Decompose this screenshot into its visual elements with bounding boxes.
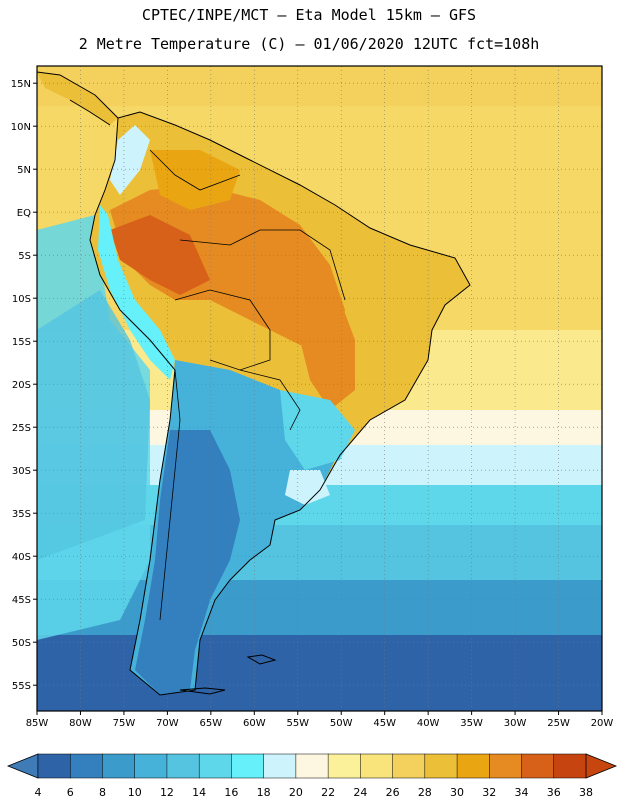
colorbar-label: 38 [579, 786, 593, 799]
lat-label: 10S [12, 294, 31, 305]
chart-title-line1: CPTEC/INPE/MCT – Eta Model 15km – GFS [141, 6, 477, 24]
chart-title-line2: 2 Metre Temperature (C) – 01/06/2020 12U… [78, 35, 540, 53]
colombia-andes-cold [110, 125, 150, 195]
colorbar-label: 32 [482, 786, 496, 799]
colorbar-label: 6 [67, 786, 74, 799]
colorbar-label: 30 [450, 786, 464, 799]
lon-label: 45W [373, 718, 396, 729]
lat-label: 25S [12, 423, 31, 434]
colorbar-swatch [489, 753, 523, 779]
colorbar-label: 18 [257, 786, 271, 799]
colorbar-label: 28 [418, 786, 432, 799]
colorbar-swatch [360, 753, 394, 779]
colorbar-label: 10 [128, 786, 142, 799]
colorbar-swatch [392, 753, 426, 779]
colorbar-label: 16 [224, 786, 238, 799]
colorbar-swatch [424, 753, 458, 779]
colorbar-label: 14 [192, 786, 206, 799]
colorbar-swatch [295, 753, 329, 779]
colorbar-left-arrow [6, 753, 39, 779]
tierra-del-fuego [179, 687, 226, 695]
lon-label: 35W [460, 718, 483, 729]
colorbar-swatch [134, 753, 168, 779]
map-frame [36, 65, 603, 712]
lat-label: 20S [12, 380, 31, 391]
colorbar-swatch [553, 753, 587, 779]
uruguay-cool [285, 470, 330, 505]
colorbar-swatch [456, 753, 490, 779]
colorbar-swatch [37, 753, 71, 779]
latitude-labels: 15N 10N 5N EQ 5S 10S 15S 20S 25S 30S 35S 40S 45S 50S 5… [11, 79, 37, 692]
northern-hot [150, 150, 240, 210]
andes-east-hot [110, 215, 210, 295]
lon-label: 30W [504, 718, 527, 729]
colorbar-label: 8 [99, 786, 106, 799]
ocean-band-32 [37, 66, 602, 106]
border-paraguay [239, 369, 301, 431]
lon-label: 85W [26, 718, 49, 729]
border-colombia-venezuela [149, 149, 241, 191]
colorbar-swatch [327, 753, 361, 779]
lon-label: 80W [69, 718, 92, 729]
colorbar: 4 6 8 10 12 14 16 18 20 22 24 26 28 30 32 34 36 38 [6, 753, 618, 799]
lat-label: 50S [12, 638, 31, 649]
coastlines [37, 71, 471, 696]
falkland-islands [246, 654, 277, 665]
lat-label: 5N [17, 165, 31, 176]
colorbar-label: 12 [160, 786, 174, 799]
coastline-caribbean [69, 99, 111, 126]
lon-label: 60W [243, 718, 266, 729]
brazil-interior-hot [300, 290, 355, 410]
temperature-field [37, 66, 602, 711]
colorbar-swatch [521, 753, 555, 779]
lon-label: 70W [156, 718, 179, 729]
colorbar-swatch [198, 753, 232, 779]
ocean-band-6 [37, 635, 602, 711]
lat-label: 30S [12, 466, 31, 477]
coastline-south-america [89, 111, 471, 696]
colorbar-label: 22 [321, 786, 335, 799]
colorbar-swatch [231, 753, 265, 779]
colorbar-swatch [102, 753, 136, 779]
pacific-cool-core [37, 290, 150, 560]
lon-label: 40W [417, 718, 440, 729]
border-argentina-chile [159, 369, 181, 621]
lat-label: 40S [12, 552, 31, 563]
longitude-labels: 85W 80W 75W 70W 65W 60W 55W 50W 45W 40W 35W 30W 25W 2… [26, 711, 614, 729]
southern-brazil-cool [280, 390, 355, 470]
colorbar-label: 20 [289, 786, 303, 799]
lat-label: 55S [12, 681, 31, 692]
lat-label: 10N [11, 122, 31, 133]
lon-label: 25W [547, 718, 570, 729]
central-america-land [37, 72, 118, 125]
lon-label: 50W [330, 718, 353, 729]
andes-cold-ridge [98, 205, 175, 380]
lon-label: 20W [591, 718, 614, 729]
lat-label: 15S [12, 337, 31, 348]
lon-label: 65W [200, 718, 223, 729]
lon-label: 55W [286, 718, 309, 729]
lat-label: 45S [12, 595, 31, 606]
lat-label: 15N [11, 79, 31, 90]
colorbar-swatch [69, 753, 104, 779]
colorbar-swatch [166, 753, 200, 779]
lat-label: 35S [12, 509, 31, 520]
colorbar-label: 24 [353, 786, 367, 799]
colorbar-label: 4 [35, 786, 42, 799]
colorbar-swatch [263, 753, 297, 779]
lon-label: 75W [113, 718, 136, 729]
lat-label: EQ [17, 208, 31, 219]
colorbar-label: 36 [547, 786, 561, 799]
colorbar-label: 34 [515, 786, 529, 799]
patagonia-colder [135, 430, 240, 695]
colorbar-right-arrow [585, 753, 618, 779]
colorbar-label: 26 [386, 786, 400, 799]
border-brazil-west [179, 229, 346, 301]
coastline-central-america [37, 71, 119, 119]
lat-label: 5S [18, 251, 31, 262]
